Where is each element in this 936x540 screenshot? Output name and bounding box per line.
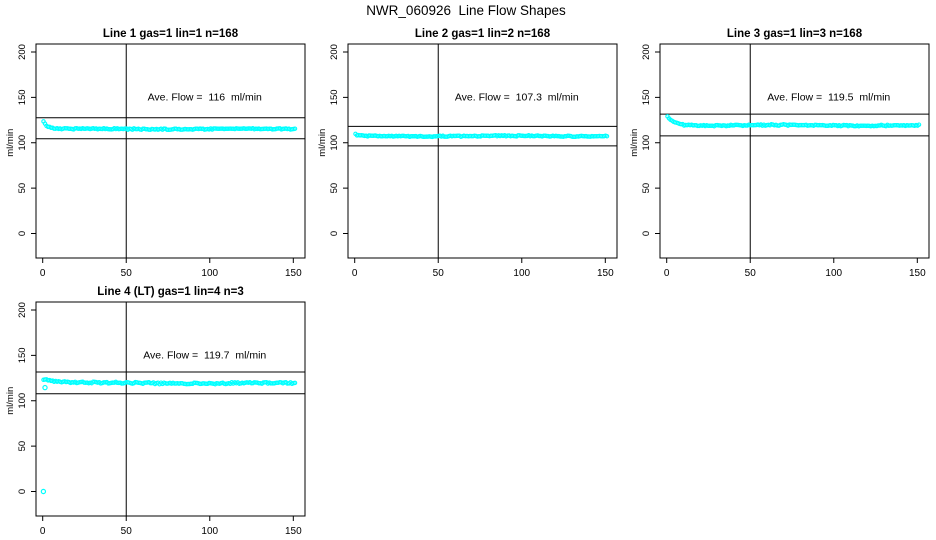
flow-point — [292, 126, 298, 131]
y-tick-label: 150 — [17, 347, 28, 363]
y-tick-label: 150 — [17, 89, 28, 105]
data-points-line1-flow — [41, 119, 298, 133]
subplot-title: Line 2 gas=1 lin=2 n=168 — [415, 28, 551, 40]
y-axis-label: ml/min — [5, 129, 16, 157]
x-tick-label: 100 — [825, 268, 842, 279]
ave-flow-annotation: Ave. Flow = 116 ml/min — [148, 91, 262, 103]
x-tick-label: 150 — [285, 526, 302, 537]
x-tick-label: 50 — [121, 268, 133, 279]
x-tick-label: 50 — [745, 268, 757, 279]
x-tick-label: 100 — [513, 268, 530, 279]
flow-point — [604, 133, 610, 139]
flow-point — [292, 380, 298, 386]
outlier-point — [42, 384, 48, 391]
subplot-4: Line 4 (LT) gas=1 lin=4 n=3 0 50 100 150 200 m… — [5, 286, 306, 537]
subplot-2: Line 2 gas=1 lin=2 n=168 0 50 100 150 200 ml/m… — [317, 28, 618, 279]
plot-box — [347, 43, 618, 259]
data-points-line4-flow — [40, 377, 298, 495]
y-tick-label: 100 — [17, 135, 28, 151]
data-points-line3-flow — [665, 114, 922, 129]
y-tick-label: 50 — [17, 441, 28, 452]
x-tick-label: 150 — [597, 268, 614, 279]
x-tick-label: 0 — [664, 268, 670, 279]
outlier-point — [40, 488, 47, 495]
x-tick-label: 150 — [285, 268, 302, 279]
flow-point — [916, 122, 922, 127]
y-tick-label: 0 — [329, 231, 340, 236]
ave-flow-annotation: Ave. Flow = 119.7 ml/min — [143, 349, 266, 361]
y-tick-label: 150 — [641, 89, 652, 105]
x-tick-label: 0 — [352, 268, 358, 279]
y-tick-label: 0 — [641, 231, 652, 236]
y-tick-label: 100 — [641, 135, 652, 151]
subplot-title: Line 3 gas=1 lin=3 n=168 — [727, 28, 863, 40]
y-tick-label: 50 — [329, 183, 340, 194]
y-tick-label: 50 — [641, 183, 652, 194]
y-tick-label: 50 — [17, 183, 28, 194]
y-axis-label: ml/min — [317, 129, 328, 157]
x-tick-label: 100 — [201, 526, 218, 537]
figure-title: NWR_060926 Line Flow Shapes — [366, 3, 566, 18]
y-tick-label: 200 — [17, 44, 28, 60]
x-tick-label: 150 — [909, 268, 926, 279]
subplot-title: Line 4 (LT) gas=1 lin=4 n=3 — [97, 286, 243, 298]
y-tick-label: 200 — [641, 44, 652, 60]
y-tick-label: 0 — [17, 231, 28, 236]
x-tick-label: 0 — [40, 526, 46, 537]
y-tick-label: 200 — [329, 44, 340, 60]
subplot-title: Line 1 gas=1 lin=1 n=168 — [103, 28, 239, 40]
subplot-grid: Line 1 gas=1 lin=1 n=168 0 50 100 150 200 ml/m… — [5, 28, 930, 537]
subplot-1: Line 1 gas=1 lin=1 n=168 0 50 100 150 200 ml/m… — [5, 28, 306, 279]
y-tick-label: 200 — [17, 302, 28, 318]
plot-box — [35, 301, 306, 517]
subplot-3: Line 3 gas=1 lin=3 n=168 0 50 100 150 200 ml/m… — [629, 28, 930, 279]
data-points-line2-flow — [353, 131, 610, 140]
x-tick-label: 50 — [121, 526, 133, 537]
x-tick-label: 100 — [201, 268, 218, 279]
y-axis-label: ml/min — [5, 387, 16, 415]
y-tick-label: 100 — [329, 135, 340, 151]
x-tick-label: 0 — [40, 268, 46, 279]
y-tick-label: 150 — [329, 89, 340, 105]
ave-flow-annotation: Ave. Flow = 107.3 ml/min — [455, 91, 579, 103]
x-tick-label: 50 — [433, 268, 445, 279]
y-tick-label: 0 — [17, 489, 28, 494]
ave-flow-annotation: Ave. Flow = 119.5 ml/min — [767, 91, 890, 103]
plot-box — [659, 43, 930, 259]
y-tick-label: 100 — [17, 393, 28, 409]
y-axis-label: ml/min — [629, 129, 640, 157]
plot-box — [35, 43, 306, 259]
